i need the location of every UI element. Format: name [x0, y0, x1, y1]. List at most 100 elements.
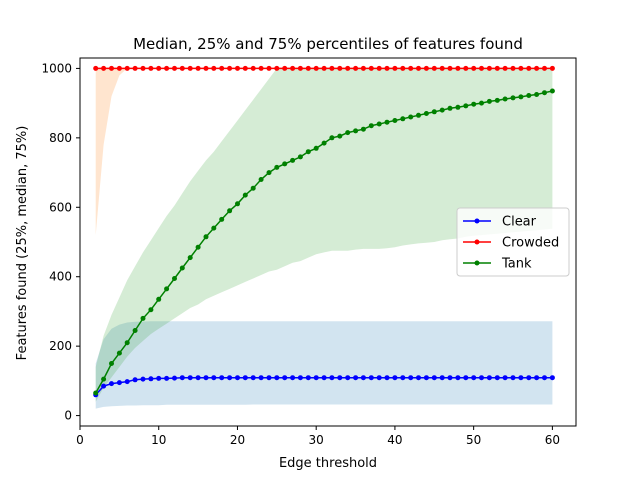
- crowded-point: [549, 65, 555, 71]
- tank-point: [518, 94, 524, 100]
- crowded-point: [455, 65, 461, 71]
- crowded-point: [471, 65, 477, 71]
- crowded-point: [534, 65, 540, 71]
- tank-point: [337, 133, 343, 139]
- tank-point: [124, 340, 130, 346]
- clear-point: [282, 375, 288, 381]
- tank-point: [463, 103, 469, 109]
- crowded-point: [235, 65, 240, 71]
- clear-point: [305, 375, 311, 381]
- crowded-point: [502, 65, 508, 71]
- clear-legend-marker: [474, 218, 480, 224]
- clear-point: [400, 375, 406, 381]
- x-tick-label: 10: [151, 433, 166, 447]
- clear-point: [368, 375, 374, 381]
- tank-point: [486, 98, 492, 104]
- tank-point: [416, 112, 421, 118]
- crowded-point: [211, 65, 217, 71]
- clear-point: [439, 375, 445, 381]
- tank-point: [368, 123, 374, 129]
- tank-point: [534, 92, 540, 97]
- crowded-point: [337, 65, 343, 71]
- tank-point: [179, 265, 185, 271]
- plot-frame: [79, 57, 577, 427]
- tank-point: [321, 140, 327, 146]
- tank-point: [376, 121, 382, 127]
- clear-point: [140, 376, 146, 382]
- tank-point: [549, 88, 555, 94]
- clear-point: [329, 375, 335, 381]
- crowded-point: [329, 65, 335, 71]
- tank-point: [172, 276, 177, 281]
- crowded-point: [479, 65, 484, 71]
- clear-point: [353, 375, 359, 381]
- tank-point: [408, 114, 414, 120]
- tank-point: [290, 157, 296, 163]
- crowded-point: [510, 65, 516, 71]
- crowded-point: [321, 65, 327, 71]
- clear-point: [542, 375, 547, 381]
- crowded-point: [93, 65, 99, 71]
- clear-point: [479, 375, 484, 381]
- tank-point: [360, 126, 366, 132]
- clear-point: [132, 377, 138, 383]
- crowded-point: [408, 65, 414, 71]
- tank-point: [313, 145, 319, 151]
- y-tick-label: 1000: [41, 61, 72, 75]
- crowded-point: [376, 65, 382, 71]
- crowded-point: [282, 65, 288, 71]
- tank-point: [101, 376, 107, 382]
- tank-point: [479, 100, 484, 106]
- clear-point: [172, 375, 177, 381]
- crowded-point: [423, 65, 429, 71]
- clear-point: [235, 375, 240, 381]
- percentile-bands: [95, 68, 553, 409]
- y-tick-label: 600: [49, 200, 72, 214]
- crowded-point: [156, 65, 162, 71]
- clear-point: [423, 375, 429, 381]
- crowded-point: [384, 65, 390, 71]
- tank-point: [187, 255, 193, 261]
- crowded-legend-label: Crowded: [502, 236, 559, 251]
- clear-point: [109, 381, 114, 387]
- tank-point: [455, 104, 461, 110]
- tank-point: [439, 107, 445, 113]
- tank-point: [195, 244, 201, 250]
- clear-point: [431, 375, 437, 381]
- clear-point: [124, 379, 130, 385]
- clear-point: [101, 383, 107, 389]
- clear-point: [376, 375, 382, 381]
- tank-point: [274, 164, 280, 170]
- clear-point: [502, 375, 508, 381]
- clear-point: [510, 375, 516, 381]
- x-axis-label: Edge threshold: [279, 456, 377, 471]
- clear-point: [534, 375, 540, 381]
- clear-point: [116, 380, 122, 386]
- clear-point: [250, 375, 256, 381]
- crowded-point: [227, 65, 233, 71]
- tank-point: [132, 328, 138, 333]
- tank-point: [148, 307, 154, 313]
- crowded-point: [416, 65, 421, 71]
- tank-point: [353, 128, 359, 134]
- clear-legend-label: Clear: [502, 215, 537, 230]
- x-tick-label: 0: [76, 433, 84, 447]
- clear-point: [345, 375, 351, 381]
- y-tick-label: 800: [49, 131, 72, 145]
- crowded-point: [518, 65, 524, 71]
- clear-point: [211, 375, 217, 381]
- clear-point: [187, 375, 193, 381]
- clear-point: [203, 375, 209, 381]
- crowded-point: [305, 65, 311, 71]
- crowded-point: [148, 65, 154, 71]
- clear-point: [408, 375, 414, 381]
- crowded-point: [124, 65, 130, 71]
- crowded-point: [132, 65, 138, 71]
- tank-point: [140, 315, 146, 321]
- crowded-point: [542, 65, 547, 71]
- crowded-point: [250, 65, 256, 71]
- clear-point: [195, 375, 201, 381]
- crowded-point: [368, 65, 374, 71]
- clear-point: [494, 375, 500, 381]
